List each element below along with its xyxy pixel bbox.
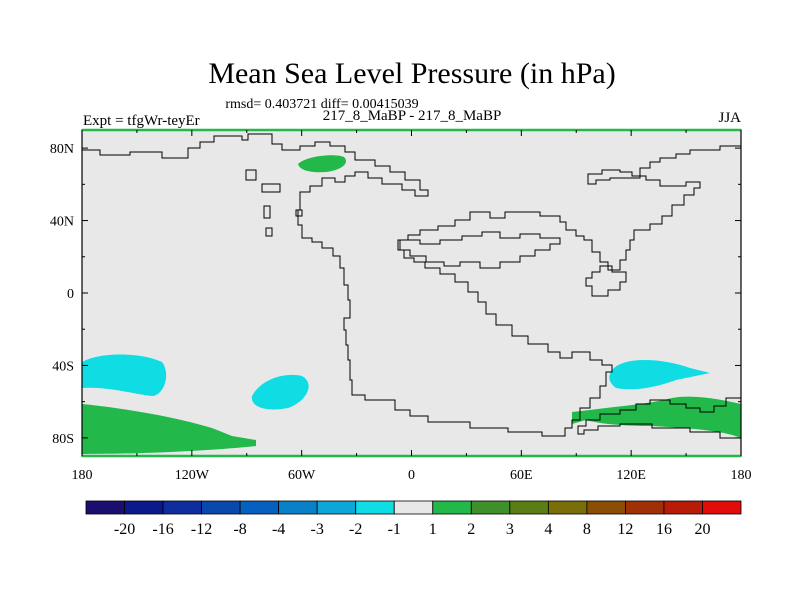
colorbar-label: 2 <box>467 521 475 538</box>
coastline-east-lobe <box>585 265 627 297</box>
colorbar-swatch <box>509 500 549 515</box>
island-1 <box>245 169 257 181</box>
colorbar-label: -16 <box>152 521 173 538</box>
colorbar-swatch <box>393 500 434 515</box>
colorbar-swatch <box>586 500 626 515</box>
colorbar-label: 8 <box>583 521 591 538</box>
y-tick-label: 40S <box>52 359 74 374</box>
colorbar-label: -8 <box>233 521 246 538</box>
island-2 <box>261 183 281 193</box>
x-tick-label: 180 <box>731 468 752 483</box>
colorbar-swatch <box>663 500 703 515</box>
negative-anomaly-south-pacific-east <box>251 374 309 410</box>
positive-anomaly-southern-ocean-west <box>82 404 256 454</box>
colorbar-label: -12 <box>191 521 212 538</box>
positive-anomaly-southern-ocean-east <box>572 396 741 438</box>
coastline-inner-loop <box>399 231 561 269</box>
colorbar-swatch <box>278 500 318 515</box>
y-tick-label: 80S <box>52 432 74 447</box>
x-tick-label: 120E <box>616 468 646 483</box>
island-4 <box>265 227 273 237</box>
case-label: 217_8_MaBP - 217_8_MaBP <box>323 108 502 124</box>
negative-anomaly-indian-ocean <box>609 360 710 390</box>
y-tick-label: 40N <box>50 215 74 230</box>
map-panel <box>81 128 742 458</box>
colorbar-swatch <box>470 500 511 515</box>
x-tick-label: 120W <box>175 468 210 483</box>
chart-title: Mean Sea Level Pressure (in hPa) <box>208 57 615 90</box>
x-tick-label: 60E <box>510 468 533 483</box>
colorbar-label: -2 <box>349 521 362 538</box>
chart-subtitle: rmsd= 0.403721 diff= 0.00415039 <box>225 97 418 112</box>
colorbar-label: -4 <box>272 521 285 538</box>
y-tick-label: 80N <box>50 142 74 157</box>
colorbar-swatch <box>162 500 202 515</box>
colorbar-swatch <box>201 500 241 515</box>
map-background <box>82 130 741 456</box>
colorbar-label: -3 <box>311 521 324 538</box>
negative-anomaly-south-pacific-west <box>82 354 167 396</box>
colorbar-label: 1 <box>429 521 437 538</box>
colorbar-label: 3 <box>506 521 514 538</box>
x-tick-label: 180 <box>72 468 93 483</box>
experiment-label: Expt = tfgWr-teyEr <box>83 113 200 129</box>
coastline-east-coast-lower <box>577 397 741 439</box>
coastline-main <box>82 133 741 437</box>
island-5 <box>295 209 303 217</box>
colorbar-label: 20 <box>694 521 710 538</box>
season-label: JJA <box>718 110 741 126</box>
colorbar-label: 12 <box>617 521 633 538</box>
positive-anomaly-arctic <box>298 155 346 173</box>
island-3 <box>263 205 271 219</box>
colorbar-label: 4 <box>544 521 552 538</box>
x-tick-label: 0 <box>408 468 415 483</box>
colorbar-label: -1 <box>388 521 401 538</box>
colorbar-swatch <box>124 500 164 515</box>
colorbar-swatch <box>316 500 357 515</box>
colorbar-label: 16 <box>656 521 672 538</box>
colorbar-swatch <box>85 500 125 515</box>
colorbar: -20 -16 -12 -8 -4 -3 -2 -1 1 2 3 4 8 12 16 20 <box>85 500 742 538</box>
y-tick-label: 0 <box>67 287 74 302</box>
colorbar-swatch <box>355 500 395 515</box>
colorbar-swatch <box>625 500 665 515</box>
axis-ticks: 180 120W 60W 0 60E 120E 180 80N 40N 0 40S 80S <box>50 130 752 483</box>
colorbar-swatch <box>547 500 588 515</box>
x-tick-label: 60W <box>288 468 316 483</box>
colorbar-swatch <box>702 500 742 515</box>
colorbar-swatch <box>239 500 280 515</box>
colorbar-label: -20 <box>114 521 135 538</box>
colorbar-swatch <box>432 500 472 515</box>
